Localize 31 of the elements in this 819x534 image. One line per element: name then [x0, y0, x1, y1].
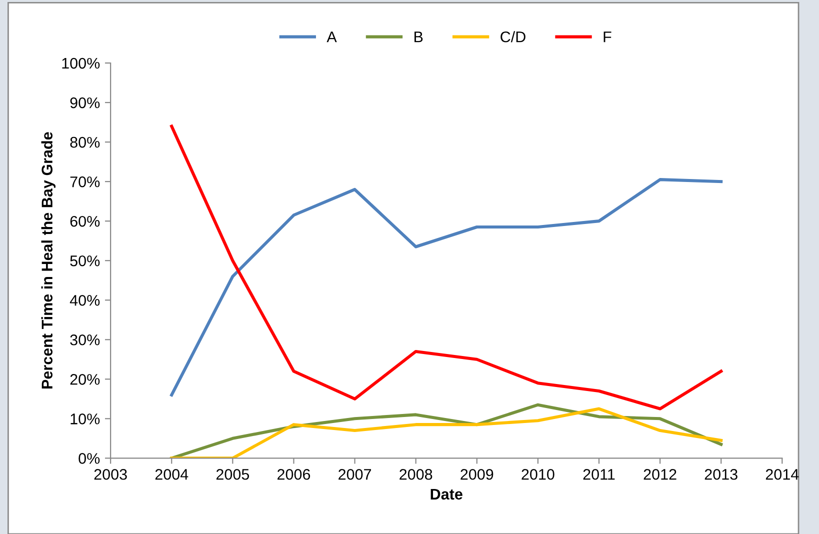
legend-label: C/D: [500, 31, 526, 42]
x-tick-label: 2007: [338, 468, 372, 480]
y-tick-label: 0%: [78, 453, 100, 464]
x-tick-label: 2008: [400, 468, 432, 480]
y-tick-label: 90%: [70, 97, 100, 108]
x-tick-label: 2012: [644, 468, 676, 480]
y-tick-label: 20%: [70, 374, 100, 385]
y-tick-label: 70%: [70, 176, 100, 188]
x-tick-label: 2014: [766, 468, 799, 480]
legend-label: A: [326, 32, 337, 42]
x-tick-label: 2013: [704, 468, 738, 480]
x-tick-label: 2003: [94, 468, 127, 480]
line-series: [170, 124, 723, 410]
x-tick-label: 2005: [216, 468, 250, 480]
y-tick-label: 80%: [70, 136, 100, 148]
x-tick-label: 2004: [155, 468, 188, 480]
x-tick-label: 2011: [583, 468, 615, 480]
legend-label: F: [604, 32, 612, 42]
y-tick-label: 100%: [62, 58, 100, 69]
y-tick-label: 10%: [70, 414, 100, 424]
x-tick-label: 2006: [278, 468, 310, 480]
y-tick-label: 30%: [70, 334, 100, 346]
legend-label: B: [414, 32, 423, 42]
y-tick-label: 40%: [70, 294, 100, 306]
y-tick-label: 60%: [70, 216, 100, 227]
line-series: [170, 178, 723, 396]
y-tick-label: 50%: [70, 255, 100, 266]
y-axis-title: Percent Time in Heal the Bay Grade: [41, 132, 56, 388]
x-tick-label: 2009: [460, 468, 494, 480]
x-tick-label: 2010: [522, 468, 554, 480]
x-axis-title: Date: [430, 488, 462, 500]
